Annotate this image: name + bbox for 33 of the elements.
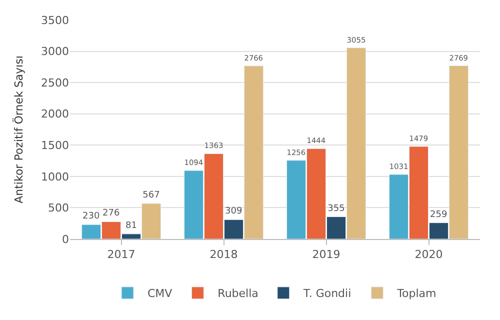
data-label: 1031 [389, 162, 409, 172]
y-tick-label: 3000 [41, 45, 69, 58]
data-label: 1479 [409, 134, 428, 143]
data-label: 309 [225, 206, 242, 217]
legend-label: T. Gondii [302, 287, 352, 300]
x-tick-label: 2018 [210, 248, 238, 262]
x-tick-label: 2019 [312, 248, 340, 262]
data-label: 1444 [306, 136, 326, 146]
y-tick-label: 1000 [41, 170, 69, 184]
data-label: 3055 [346, 35, 366, 44]
legend-label: Toplam [396, 287, 436, 300]
x-tick-label: 2017 [107, 248, 136, 262]
x-tick-label: 2020 [414, 248, 443, 262]
data-label: 567 [142, 190, 160, 201]
data-label: 230 [82, 212, 100, 222]
y-tick-label: 2500 [41, 76, 69, 90]
data-label: 1094 [184, 158, 204, 168]
data-label: 355 [328, 204, 345, 214]
data-label: 1363 [204, 141, 224, 150]
legend-label: CMV [148, 287, 173, 300]
data-label: 2766 [244, 53, 264, 62]
data-label: 1256 [286, 148, 306, 157]
y-axis-title: Antikor Pozitif Örnek Sayısı [12, 56, 26, 204]
data-label: 81 [126, 220, 137, 231]
data-label: 276 [102, 208, 120, 219]
y-tick-label: 0 [62, 232, 69, 246]
y-tick-label: 500 [48, 202, 69, 215]
y-tick-label: 3500 [41, 14, 69, 27]
legend-label: Rubella [218, 287, 258, 300]
y-tick-label: 2000 [41, 108, 69, 121]
y-tick-label: 1500 [41, 138, 69, 152]
data-label: 2769 [449, 53, 468, 62]
data-label: 259 [430, 210, 448, 220]
